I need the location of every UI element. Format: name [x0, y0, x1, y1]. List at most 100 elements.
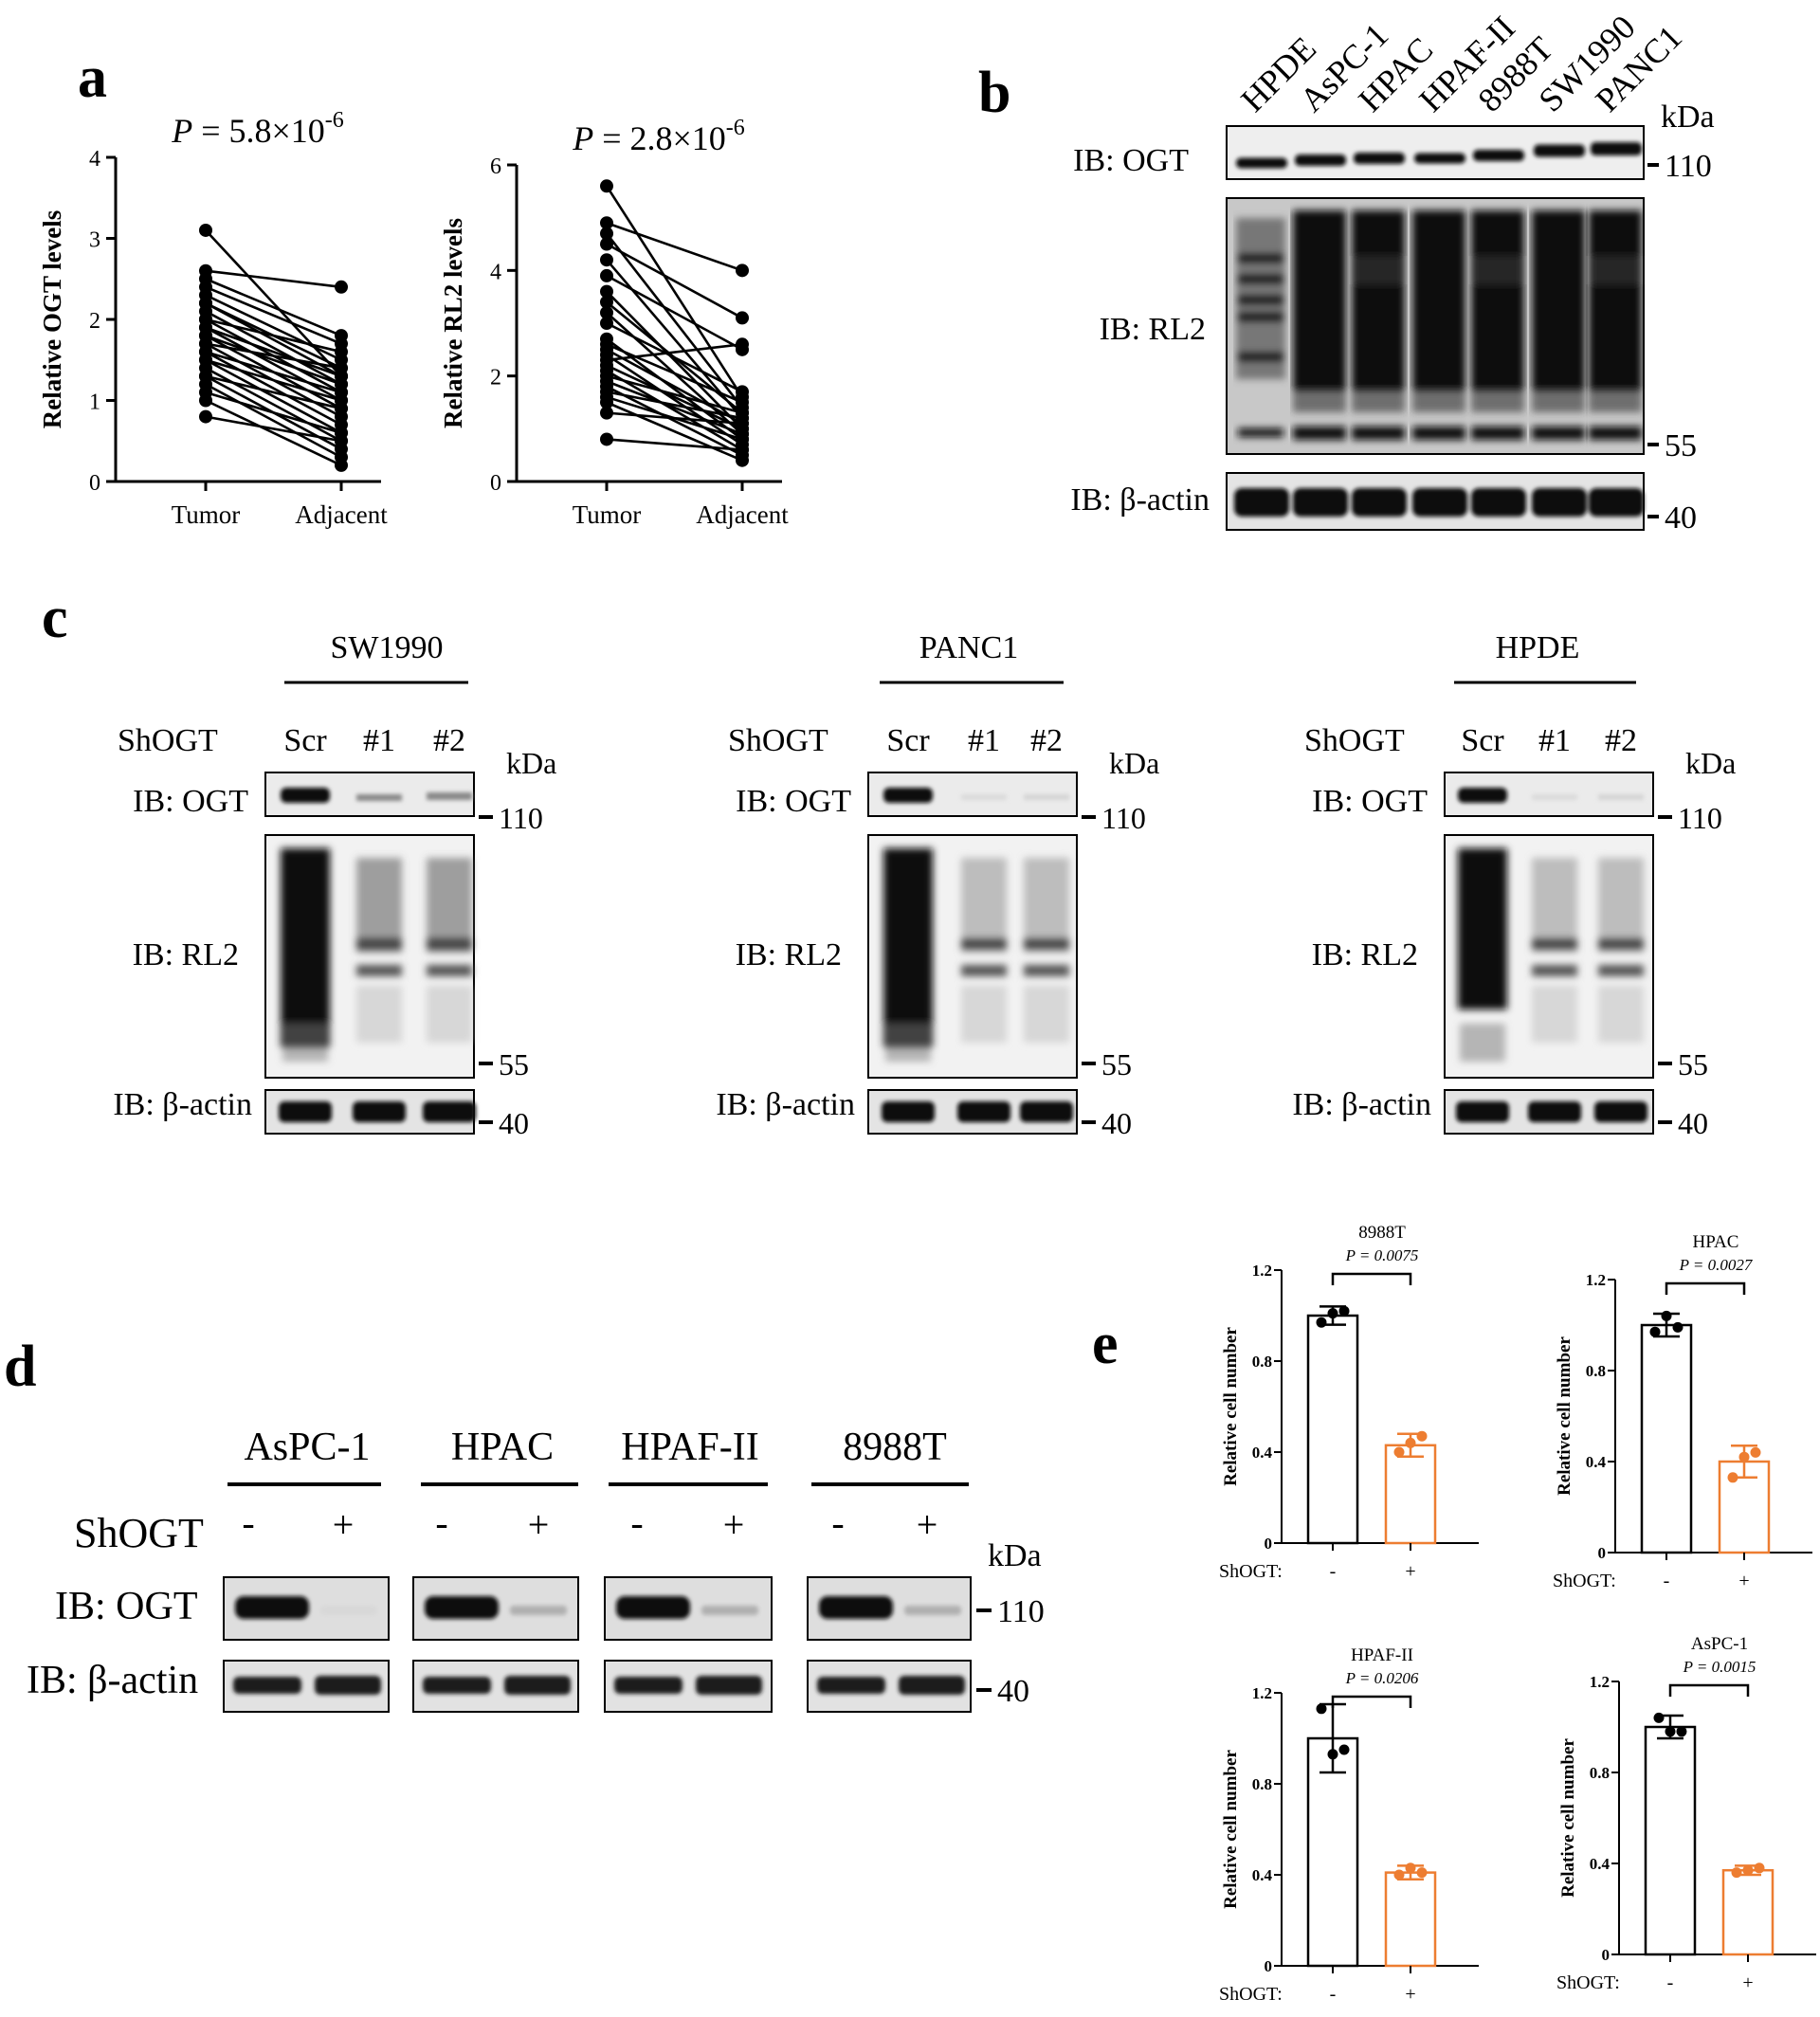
cell-line-title: HPAF-II: [621, 1426, 758, 1469]
bar: [1640, 1323, 1693, 1554]
y-axis-label: Relative OGT levels: [38, 210, 66, 428]
lane-label: Scr: [886, 723, 930, 758]
pair-line: [606, 374, 743, 414]
tumor-point: [600, 406, 613, 420]
pair-line: [205, 318, 342, 354]
tumor-point: [199, 409, 212, 424]
y-tick-label: 6: [490, 154, 501, 179]
tumor-point: [600, 216, 613, 230]
pair-line: [605, 185, 744, 398]
pair-line: [205, 278, 342, 337]
data-point: [1338, 1744, 1350, 1755]
panel-b-marker-40: 40: [1665, 500, 1697, 536]
y-tick-label: 1.2: [1590, 1673, 1610, 1691]
cell-line-title: PANC1: [919, 630, 1019, 665]
panel-e-bar-charts: 0 0.4 0.8 1.2 Relative cell number 8988T P = 0…: [1219, 1223, 1816, 2005]
pair-line: [606, 342, 743, 362]
data-point: [1316, 1703, 1327, 1715]
data-point: [1405, 1437, 1416, 1448]
tumor-point: [600, 268, 613, 282]
data-point: [1653, 1712, 1665, 1723]
bar-chart-hpac: 0 0.4 0.8 1.2 Relative cell number HPAC P = 0.…: [1553, 1232, 1812, 1591]
pair-line: [606, 385, 743, 457]
pair-line: [606, 411, 743, 426]
pair-line: [205, 342, 342, 370]
pair-line: [205, 358, 342, 402]
y-axis-label: Relative cell number: [1221, 1327, 1241, 1486]
pair-line: [205, 326, 342, 378]
panel-d-kda-label: kDa: [988, 1538, 1042, 1573]
panel-d-western-blots: ShOGT IB: OGT IB: β-actin kDa 110 40 AsP…: [27, 1426, 1045, 1713]
pair-line: [606, 243, 743, 319]
y-tick-label: 0: [1598, 1544, 1607, 1562]
data-point: [1731, 1867, 1742, 1879]
tumor-point: [600, 253, 613, 267]
data-point: [1676, 1726, 1687, 1737]
y-tick-label: 2: [490, 366, 501, 391]
pair-line: [205, 399, 342, 467]
x-category-label: -: [1330, 1561, 1337, 1582]
lane-label: Scr: [1461, 723, 1504, 758]
adjacent-point: [736, 416, 749, 430]
ib-rl2-label: IB: RL2: [133, 937, 239, 972]
y-tick-label: 0: [1602, 1946, 1611, 1964]
y-tick-label: 4: [490, 260, 501, 284]
data-point: [1742, 1864, 1754, 1876]
pair-line: [205, 334, 342, 386]
adjacent-point: [335, 345, 348, 359]
data-point: [1405, 1863, 1416, 1874]
tumor-point: [600, 227, 613, 241]
ib-rl2-label: IB: RL2: [1312, 937, 1418, 972]
adjacent-point: [736, 385, 749, 399]
panel-c-group-hpde: HPDE ShOGT Scr #1 #2 kDa IB: OGT IB: RL2 IB: β-a…: [1292, 630, 1736, 1140]
panel-b-marker-110: 110: [1665, 149, 1712, 184]
panel-c-group-panc1: PANC1 ShOGT Scr #1 #2 kDa IB: OGT IB: RL2 IB: β-…: [716, 630, 1159, 1140]
data-point: [1750, 1446, 1761, 1458]
bar: [1306, 1736, 1359, 1968]
x-category-label: +: [1405, 1561, 1415, 1582]
lane-label: #1: [1538, 723, 1571, 758]
data-point: [1672, 1321, 1684, 1333]
mw-marker: 110: [1101, 801, 1146, 835]
adjacent-point: [736, 263, 749, 278]
x-category-label: -: [1330, 1984, 1337, 2005]
lane-label: Scr: [283, 723, 327, 758]
panel-d-group-hpaf-ii: HPAF-II - +: [604, 1426, 773, 1713]
panel-d-shogt-label: ShOGT: [74, 1510, 204, 1556]
panel-label-e: e: [1092, 1312, 1119, 1376]
bar-chart-hpaf-ii: 0 0.4 0.8 1.2 Relative cell number HPAF-II P =…: [1219, 1645, 1479, 2005]
plus-label: +: [723, 1503, 745, 1546]
bar-chart-8988t: 0 0.4 0.8 1.2 Relative cell number 8988T P = 0…: [1219, 1223, 1479, 1582]
panel-label-b: b: [978, 61, 1010, 125]
lane-label: #2: [1605, 723, 1637, 758]
y-tick-label: 0.4: [1252, 1866, 1273, 1884]
pair-line: [205, 374, 342, 410]
pair-line: [606, 438, 743, 451]
y-tick-label: 0: [1265, 1957, 1273, 1975]
shogt-label: ShOGT: [728, 723, 828, 758]
y-axis-label: Relative cell number: [1221, 1750, 1241, 1909]
x-category-label: Tumor: [573, 500, 642, 529]
y-axis-label: Relative cell number: [1558, 1738, 1578, 1898]
pair-line: [606, 380, 743, 436]
p-value-annotation: P = 0.0075: [1345, 1246, 1419, 1264]
x-category-label: +: [1405, 1984, 1415, 2005]
tumor-point: [600, 179, 613, 193]
x-axis-label: ShOGT:: [1556, 1972, 1620, 1993]
cell-line-title: AsPC-1: [244, 1426, 370, 1469]
ib-ogt-label: IB: OGT: [736, 784, 851, 819]
y-tick-label: 1.2: [1586, 1271, 1606, 1289]
lane-label: #1: [968, 723, 1000, 758]
y-tick-label: 1: [89, 391, 100, 415]
plus-label: +: [528, 1503, 550, 1546]
shogt-label: ShOGT: [118, 723, 218, 758]
bar: [1644, 1725, 1697, 1956]
pair-line: [606, 348, 743, 425]
data-point: [1393, 1446, 1405, 1458]
pair-line: [205, 415, 342, 443]
pair-line: [606, 391, 743, 420]
y-tick-label: 0.8: [1586, 1362, 1606, 1380]
pair-line: [205, 285, 342, 345]
adjacent-point: [736, 453, 749, 467]
